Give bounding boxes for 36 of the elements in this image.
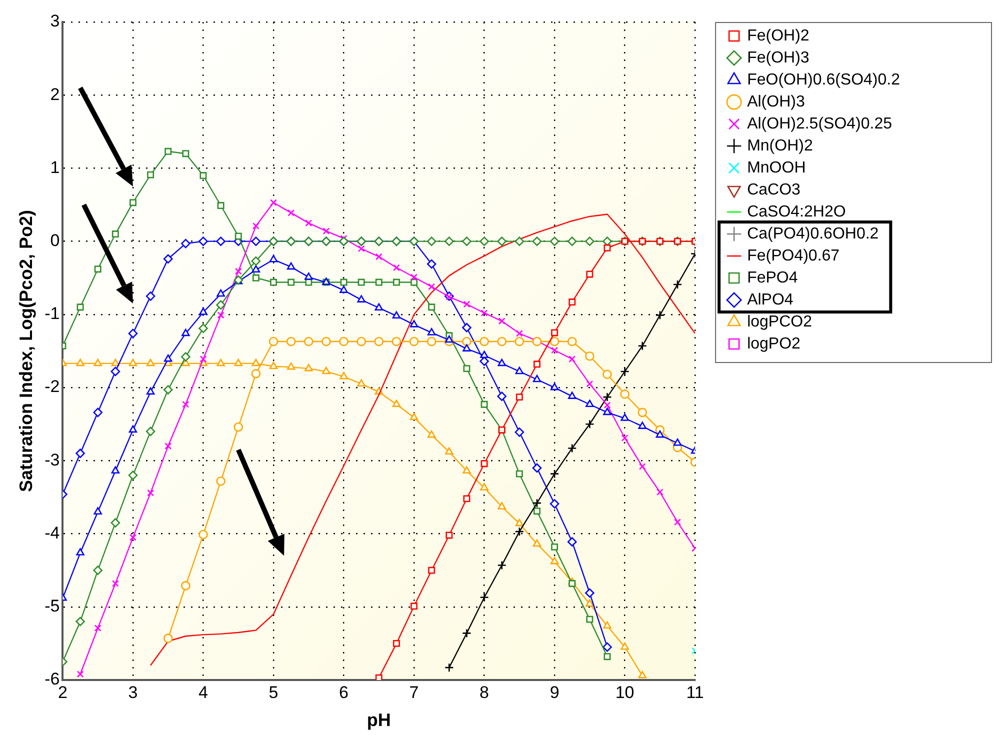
legend-label: Fe(OH)2 xyxy=(747,27,810,44)
y-tick-label: -6 xyxy=(44,670,60,689)
legend-label: Fe(PO4)0.67 xyxy=(747,247,840,264)
x-tick-label: 8 xyxy=(480,682,490,702)
legend-label: logPCO2 xyxy=(747,313,812,330)
y-tick-label: -4 xyxy=(44,523,60,542)
x-tick-label: 7 xyxy=(409,682,419,702)
x-tick-label: 3 xyxy=(128,682,138,702)
legend-label: Ca(PO4)0.6OH0.2 xyxy=(747,225,879,242)
legend-label: CaSO4:2H2O xyxy=(747,203,846,220)
legend-label: FePO4 xyxy=(747,269,798,286)
x-tick-label: 5 xyxy=(268,682,278,702)
x-tick-label: 10 xyxy=(615,682,634,702)
legend-label: logPO2 xyxy=(747,335,801,352)
y-tick-label: 2 xyxy=(50,84,60,104)
y-tick-label: 1 xyxy=(50,158,60,177)
legend-label: FeO(OH)0.6(SO4)0.2 xyxy=(747,71,900,88)
x-axis-title: pH xyxy=(366,710,391,730)
y-tick-label: -5 xyxy=(44,596,60,616)
legend-label: Al(OH)3 xyxy=(747,93,805,110)
legend-label: MnOOH xyxy=(747,159,806,176)
y-tick-label: 3 xyxy=(50,12,60,31)
legend-label: CaCO3 xyxy=(747,181,801,198)
legend-label: AlPO4 xyxy=(747,291,794,308)
legend-label: Al(OH)2.5(SO4)0.25 xyxy=(747,115,892,132)
x-tick-label: 11 xyxy=(686,682,704,702)
y-tick-label: -1 xyxy=(44,304,60,324)
y-axis-title: Saturation Index, Log(Pco2, Po2) xyxy=(16,210,36,492)
legend-label: Mn(OH)2 xyxy=(747,137,813,154)
y-tick-label: -2 xyxy=(44,377,60,396)
legend-label: Fe(OH)3 xyxy=(747,49,810,66)
x-tick-label: 4 xyxy=(198,682,208,702)
y-tick-label: 0 xyxy=(50,231,60,250)
x-tick-label: 6 xyxy=(339,682,348,702)
y-tick-label: -3 xyxy=(44,450,60,470)
x-tick-label: 9 xyxy=(550,682,560,702)
